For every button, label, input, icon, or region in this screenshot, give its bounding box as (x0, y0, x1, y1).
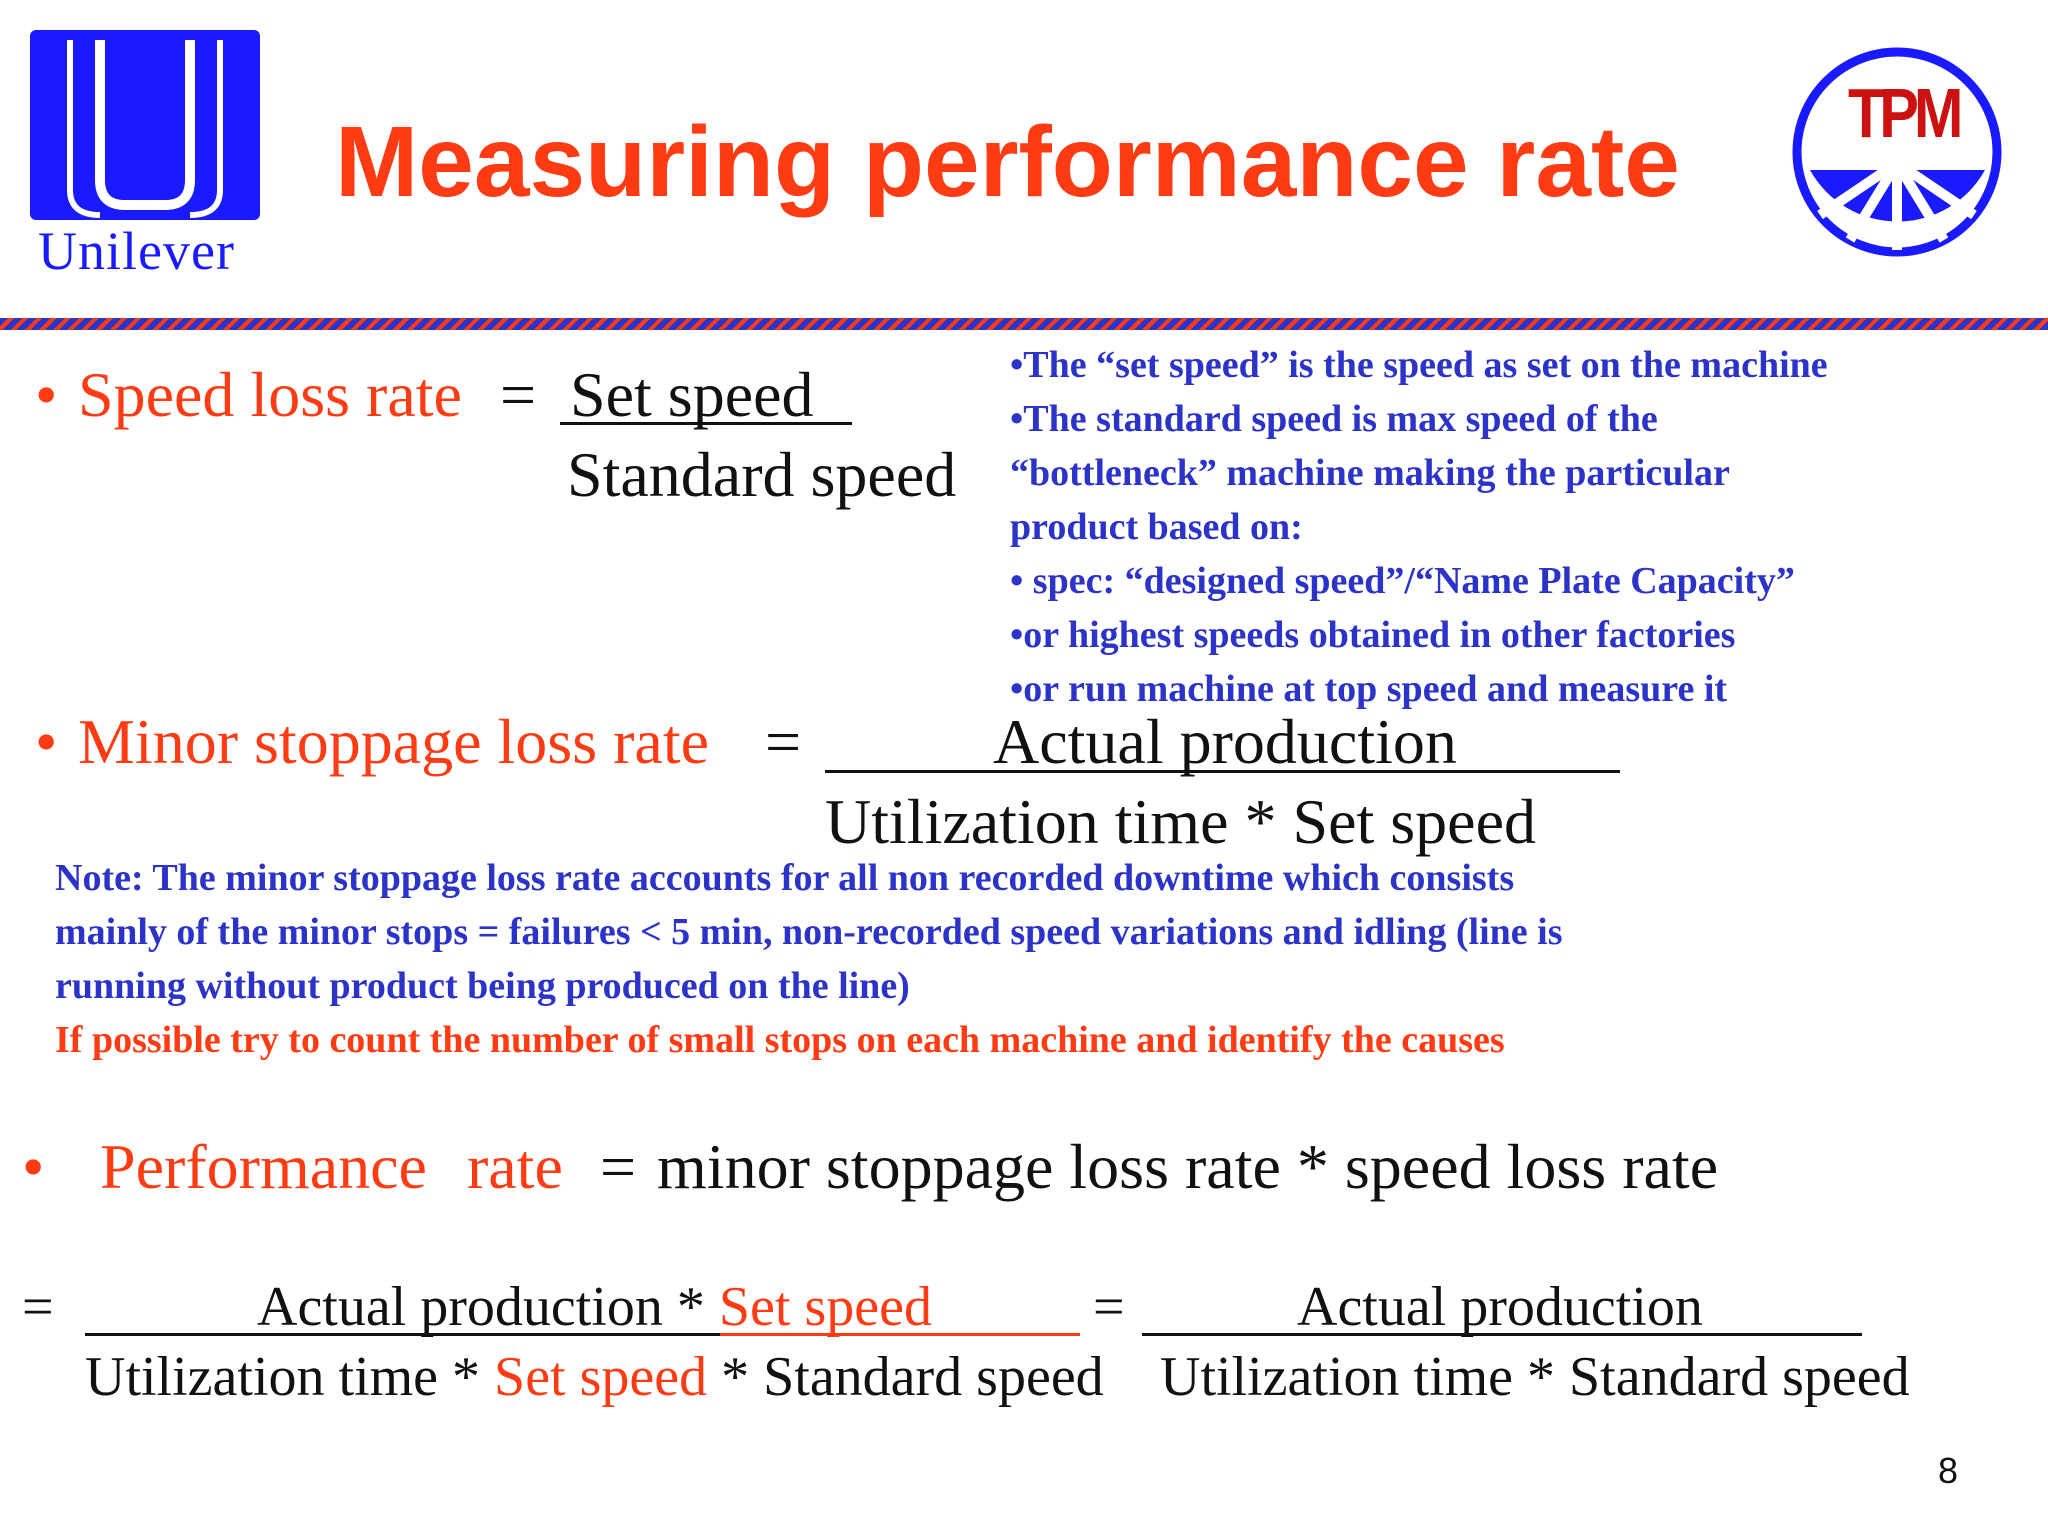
speed-loss-numerator: Set speed (570, 359, 814, 430)
speed-notes: •The “set speed” is the speed as set on … (1010, 338, 1828, 716)
page-number: 8 (1937, 1450, 1958, 1491)
speed-loss-fraction-line (560, 422, 852, 425)
speed-loss-label: Speed loss rate (78, 359, 462, 430)
performance-rhs: minor stoppage loss rate * speed loss ra… (657, 1131, 1719, 1202)
unilever-logo: Unilever (30, 30, 265, 281)
minor-note-line: mainly of the minor stops = failures < 5… (55, 911, 1563, 953)
speed-loss-bullet: • (35, 359, 58, 430)
minor-stoppage-denominator: Utilization time * Set speed (825, 786, 1536, 857)
expansion-equals-2: = (1093, 1276, 1125, 1338)
expansion-numerator-1-part: Actual production * (257, 1276, 719, 1338)
header-divider (0, 318, 2048, 330)
expansion-numerator-1-set-speed: Set speed (718, 1276, 932, 1338)
tpm-logo-text: TPM (1848, 74, 1963, 152)
expansion-numerator-1: Actual production * Set speed (257, 1275, 932, 1339)
tpm-circle-icon (1792, 47, 2002, 257)
speed-note-line: •or highest speeds obtained in other fac… (1010, 614, 1736, 656)
minor-stoppage-label: Minor stoppage loss rate (78, 706, 709, 777)
speed-loss-equals: = (500, 359, 537, 430)
performance-equals: = (600, 1131, 637, 1202)
minor-notes: Note: The minor stoppage loss rate accou… (55, 851, 1563, 1067)
minor-note-line: running without product being produced o… (55, 965, 910, 1007)
performance-bullet: • (22, 1131, 45, 1202)
expansion-fraction-line-1-black (85, 1333, 1080, 1336)
expansion-denominator-1-set-speed: Set speed (494, 1346, 708, 1408)
expansion-fraction-line-2 (1142, 1333, 1862, 1336)
minor-stoppage-bullet: • (35, 706, 58, 777)
speed-note-line: •The standard speed is max speed of the (1010, 398, 1658, 440)
minor-stoppage-numerator: Actual production (993, 706, 1457, 777)
expansion-denominator-1-part: * Standard speed (707, 1346, 1104, 1408)
speed-loss-denominator: Standard speed (567, 439, 957, 510)
tpm-logo: TPM (1790, 45, 2005, 260)
minor-stoppage-equals: = (765, 706, 802, 777)
speed-note-line: product based on: (1010, 506, 1303, 548)
expansion-denominator-1-part: Utilization time * (85, 1346, 495, 1408)
expansion-fraction-line-1-red (720, 1333, 1080, 1336)
speed-note-line: • spec: “designed speed”/“Name Plate Cap… (1010, 560, 1795, 602)
minor-note-line: Note: The minor stoppage loss rate accou… (55, 857, 1515, 899)
performance-label: Performance rate (100, 1131, 563, 1202)
expansion-denominator-1: Utilization time * Set speed * Standard … (85, 1345, 1104, 1409)
minor-note-highlight: If possible try to count the number of s… (55, 1019, 1505, 1061)
expansion-denominator-2: Utilization time * Standard speed (1160, 1346, 1910, 1408)
speed-note-line: “bottleneck” machine making the particul… (1010, 452, 1730, 494)
speed-note-line: •The “set speed” is the speed as set on … (1010, 344, 1828, 386)
speed-note-line: •or run machine at top speed and measure… (1010, 668, 1728, 710)
minor-stoppage-fraction-line (825, 770, 1620, 773)
expansion-equals-1: = (22, 1276, 54, 1338)
page-title: Measuring performance rate (335, 106, 1680, 218)
unilever-wordmark: Unilever (38, 221, 235, 281)
expansion-numerator-2: Actual production (1297, 1276, 1703, 1338)
unilever-u-icon (30, 30, 260, 220)
